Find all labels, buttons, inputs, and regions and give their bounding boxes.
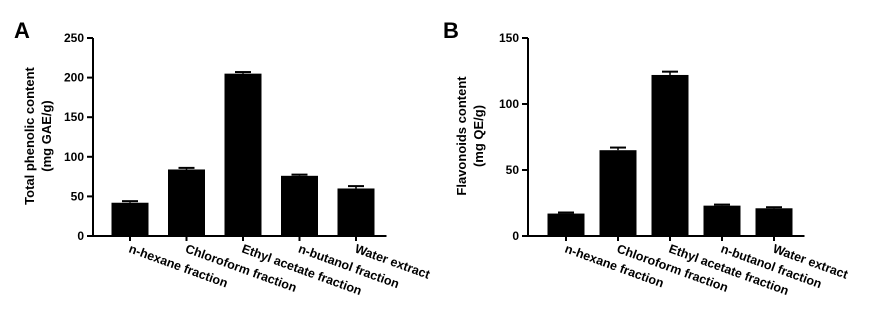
bar-a xyxy=(168,169,205,236)
category-label-a: n-hexane fraction xyxy=(127,242,230,291)
y-tick-label-a: 0 xyxy=(77,229,84,243)
y-tick-label-a: 250 xyxy=(64,31,84,45)
y-tick-label-a: 100 xyxy=(64,150,84,164)
y-tick-label-b: 100 xyxy=(499,97,519,111)
bar-b xyxy=(755,208,793,236)
bar-b xyxy=(651,74,689,237)
bar-b xyxy=(547,213,585,236)
bar-b xyxy=(599,150,637,236)
y-tick-label-b: 50 xyxy=(506,163,520,177)
bar-b xyxy=(703,205,741,236)
bar-a xyxy=(111,202,149,236)
panel-letter-a: A xyxy=(14,18,30,43)
y-axis-label-b-line1: Flavonoids content xyxy=(454,76,469,196)
y-axis-label-b-line2: (mg QE/g) xyxy=(471,105,486,167)
panel-letter-b: B xyxy=(443,18,459,43)
y-axis-label-a-line1: Total phenolic content xyxy=(22,66,37,204)
bar-a xyxy=(224,73,262,236)
y-tick-label-a: 150 xyxy=(64,110,84,124)
y-tick-label-b: 150 xyxy=(499,31,519,45)
y-tick-label-b: 0 xyxy=(512,229,519,243)
bar-a xyxy=(281,175,318,236)
chart-panel-a: A Total phenolic content (mg GAE/g) 0 50 1… xyxy=(14,18,433,298)
y-tick-label-a: 50 xyxy=(71,189,85,203)
y-tick-label-a: 200 xyxy=(64,71,84,85)
y-axis-label-a-line2: (mg GAE/g) xyxy=(39,100,54,172)
bar-a xyxy=(337,188,375,236)
chart-panel-b: B Flavonoids content (mg QE/g) 0 50 100 150… xyxy=(443,18,851,298)
